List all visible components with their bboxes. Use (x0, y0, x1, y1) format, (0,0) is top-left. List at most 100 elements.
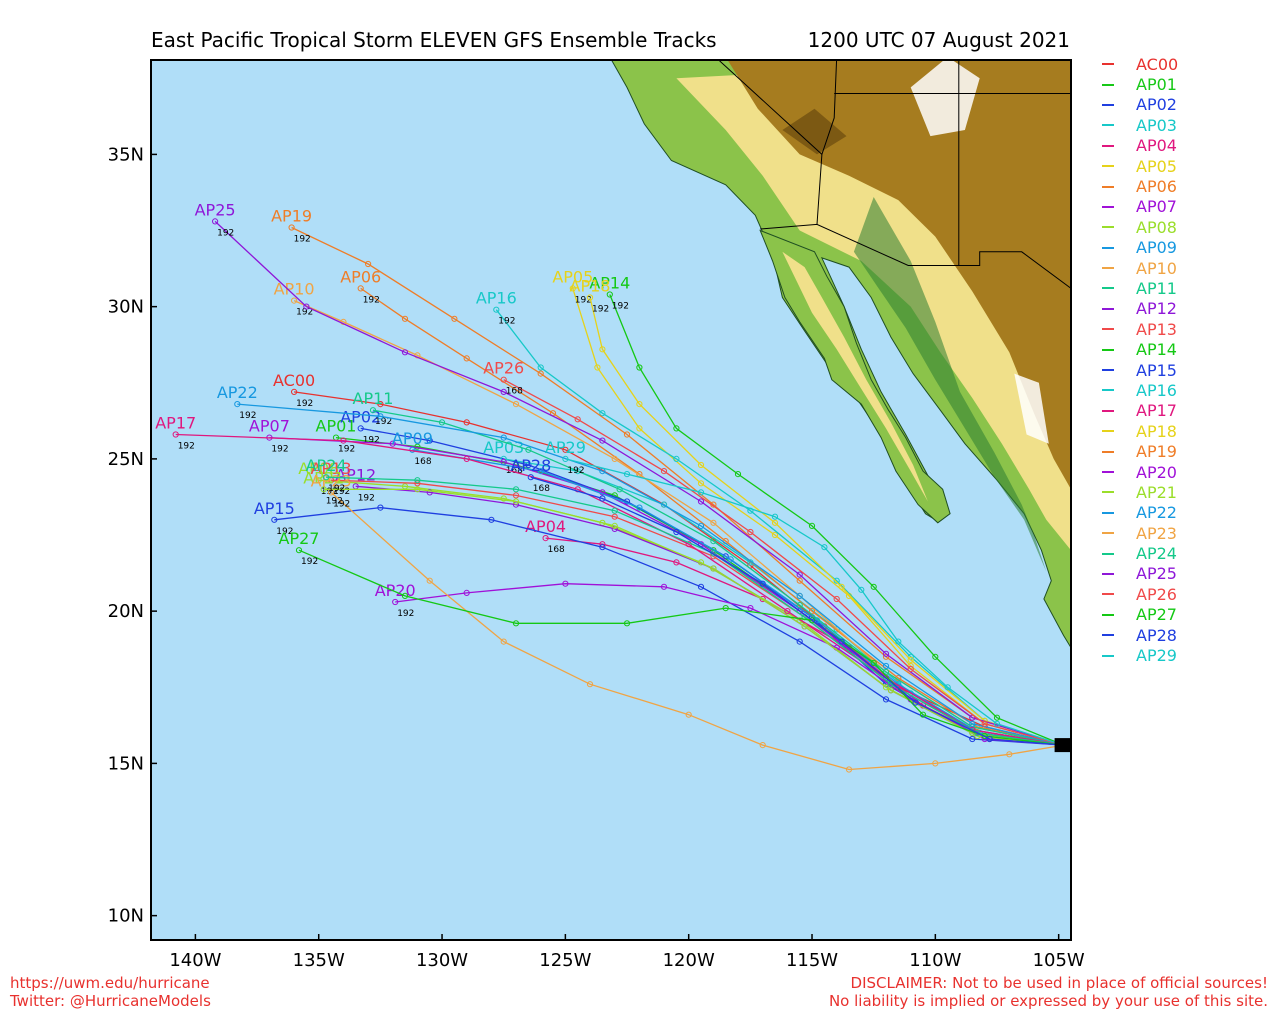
map-axes: 140W 135W 130W 125W 120W 115W 110W 105W 10N 15N 20… (108, 144, 1085, 971)
legend-swatch (1102, 409, 1114, 412)
track-line (298, 549, 1064, 746)
forecast-hour-label: 192 (612, 302, 629, 312)
track-line (609, 294, 1064, 746)
track-line (214, 220, 1064, 746)
track-point (697, 583, 705, 590)
legend-label: AP21 (1136, 482, 1177, 502)
track-point (710, 538, 717, 545)
track-point (673, 528, 680, 536)
track-point (796, 571, 803, 578)
legend-swatch (1102, 287, 1114, 290)
track-end-label: AP29 (545, 438, 586, 457)
track-point (808, 522, 816, 530)
map-frame (150, 59, 1072, 941)
lat-tick-label: 30N (108, 297, 144, 318)
track-end-label: AP22 (217, 383, 258, 402)
track-point (636, 364, 643, 371)
legend-label: AP25 (1136, 564, 1177, 584)
track-ap29: 192 AP29 (545, 438, 1064, 746)
track-line (175, 433, 1064, 746)
track-ap05: 192 AP05 (552, 267, 1064, 746)
legend-item-ap20: AP20 (1102, 462, 1178, 482)
track-point (882, 650, 890, 657)
legend-item-ap22: AP22 (1102, 503, 1178, 523)
track-end-label: AP01 (316, 417, 357, 436)
forecast-hour-label: 192 (333, 499, 350, 509)
track-point (697, 498, 705, 505)
storm-origin-marker (1054, 738, 1071, 753)
legend-swatch (1102, 348, 1114, 351)
lat-tick-label: 15N (108, 753, 144, 774)
track-point (611, 455, 618, 462)
track-point (599, 495, 606, 502)
disclaimer-line-1: DISCLAIMER: Not to be used in place of o… (850, 974, 1268, 992)
track-point (303, 303, 310, 310)
track-ap25: 192 AP25 (195, 200, 1064, 746)
legend-item-ap23: AP23 (1102, 523, 1178, 543)
forecast-hour-label: 192 (575, 295, 592, 305)
track-point (919, 711, 927, 718)
track-line (495, 309, 1064, 746)
track-end-label: AP08 (298, 459, 339, 478)
lat-tick-label: 20N (108, 601, 144, 622)
legend-swatch (1102, 491, 1114, 494)
lon-tick-label: 130W (416, 950, 468, 971)
legend-swatch (1102, 471, 1114, 473)
track-point (759, 742, 766, 749)
track-point (493, 306, 500, 313)
track-point (562, 455, 569, 462)
forecast-hour-label: 192 (567, 466, 584, 476)
forecast-hour-label: 192 (296, 399, 313, 409)
legend-label: AP22 (1136, 503, 1177, 523)
forecast-hour-label: 192 (217, 228, 234, 238)
track-point (599, 346, 606, 353)
snowcap-terrain (1014, 373, 1049, 444)
track-line (360, 287, 1064, 746)
track-point (912, 699, 919, 706)
track-point (463, 589, 470, 597)
track-point (660, 468, 668, 475)
track-point (586, 294, 594, 301)
legend-item-ap19: AP19 (1102, 441, 1178, 461)
track-point (796, 592, 803, 600)
legend-label: AC00 (1136, 54, 1179, 74)
track-point (981, 720, 988, 727)
track-end-label: AP28 (510, 456, 551, 475)
track-point (172, 431, 179, 438)
track-end-label: AP19 (271, 207, 312, 226)
track-end-label: AP23 (311, 471, 352, 490)
legend-swatch (1102, 165, 1114, 168)
track-point (291, 297, 298, 304)
track-point (932, 653, 939, 660)
track-point (574, 468, 581, 475)
track-point (234, 401, 241, 408)
legend-item-ap07: AP07 (1102, 197, 1178, 217)
legend-label: AP06 (1136, 177, 1177, 197)
lon-tick-label: 135W (293, 950, 345, 971)
member-legend: AC00 AP01 AP02 AP03 AP04 AP05 AP06 AP07 AP08 AP09… (1102, 54, 1178, 666)
track-point (969, 720, 976, 727)
legend-swatch (1102, 63, 1114, 66)
track-point (426, 437, 433, 444)
track-point (821, 544, 828, 551)
track-point (537, 468, 544, 475)
track-point (377, 401, 384, 408)
track-end-label: AP10 (274, 280, 315, 299)
legend-label: AP20 (1136, 462, 1177, 482)
track-end-label: AP09 (392, 429, 433, 448)
legend-swatch (1102, 185, 1114, 188)
track-ap19: 192 AP19 (271, 207, 1064, 746)
lon-tick-label: 105W (1033, 950, 1085, 971)
lon-tick-label: 115W (786, 950, 838, 971)
legend-item-ap25: AP25 (1102, 564, 1178, 584)
track-end-label: AP05 (552, 267, 593, 286)
track-point (727, 556, 734, 563)
lon-tick-label: 140W (169, 950, 221, 971)
track-point (636, 504, 643, 511)
footer-url-link[interactable]: https://uwm.edu/hurricane (10, 974, 210, 992)
legend-item-ap18: AP18 (1102, 421, 1178, 441)
legend-item-ap26: AP26 (1102, 584, 1178, 604)
forecast-hour-label: 168 (506, 387, 523, 397)
track-point (801, 623, 808, 630)
track-end-label: AP26 (483, 359, 524, 378)
